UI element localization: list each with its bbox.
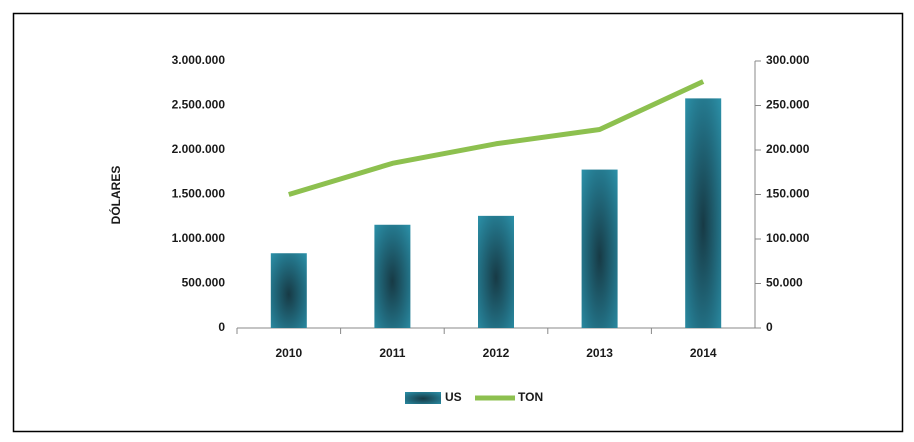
frame xyxy=(12,12,904,433)
y-tick-label: 0 xyxy=(218,320,225,334)
legend-label: TON xyxy=(518,390,543,404)
y2-tick-label: 200.000 xyxy=(766,142,810,156)
line xyxy=(288,79,705,197)
y2-tick-label: 100.000 xyxy=(766,231,810,245)
bar xyxy=(270,253,307,328)
y2-tick-label: 300.000 xyxy=(766,53,810,67)
y-tick-label: 2.500.000 xyxy=(172,98,226,112)
x-tick-label: 2013 xyxy=(586,346,613,360)
bar xyxy=(374,224,411,328)
x-tick-label: 2014 xyxy=(690,346,717,360)
x-tick-label: 2010 xyxy=(275,346,302,360)
y-tick-label: 500.000 xyxy=(182,276,226,290)
y-tick-label: 3.000.000 xyxy=(172,53,226,67)
y-axis-label: DÓLARES xyxy=(108,166,123,225)
y2-tick-label: 50.000 xyxy=(766,276,803,290)
bar xyxy=(581,169,618,328)
y-tick-label: 2.000.000 xyxy=(172,142,226,156)
y-tick-label: 1.500.000 xyxy=(172,187,226,201)
legend-swatch xyxy=(405,392,441,404)
y2-tick-label: 0 xyxy=(766,320,773,334)
x-tick-label: 2012 xyxy=(483,346,510,360)
y2-tick-label: 250.000 xyxy=(766,98,810,112)
y2-tick-label: 150.000 xyxy=(766,187,810,201)
x-tick-label: 2011 xyxy=(379,346,405,360)
legend-label: US xyxy=(445,390,462,404)
y-tick-label: 1.000.000 xyxy=(172,231,226,245)
bar xyxy=(478,215,514,328)
bar xyxy=(685,98,722,328)
